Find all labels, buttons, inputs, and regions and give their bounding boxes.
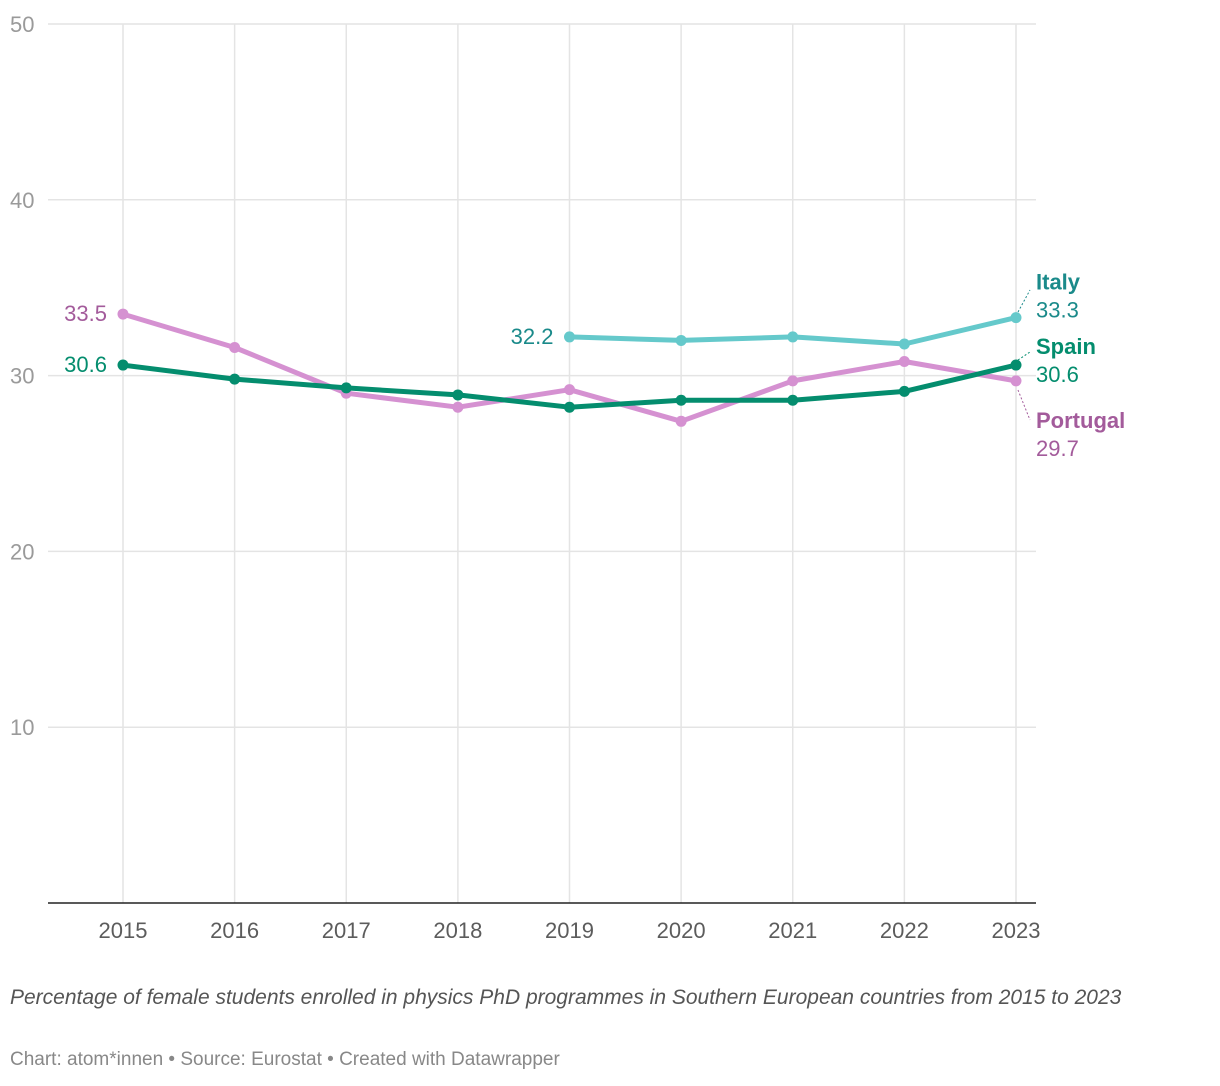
point-italy-2023 — [1010, 312, 1022, 324]
point-portugal-2022 — [898, 356, 910, 368]
point-spain-2018 — [452, 389, 464, 401]
start-label-portugal: 33.5 — [64, 301, 107, 326]
chart-caption: Percentage of female students enrolled i… — [10, 986, 1122, 1009]
x-tick-label-2019: 2019 — [545, 918, 594, 943]
series-name-label-italy: Italy — [1036, 270, 1081, 295]
point-spain-2021 — [787, 394, 799, 406]
line-chart: 10 20 30 40 50 2015 2016 2017 2018 2019 2020 2021 20… — [10, 12, 1125, 943]
y-tick-label-10: 10 — [10, 715, 34, 740]
point-portugal-2023 — [1010, 375, 1022, 387]
point-spain-2022 — [898, 385, 910, 397]
end-value-label-spain: 30.6 — [1036, 362, 1079, 387]
y-tick-label-20: 20 — [10, 539, 34, 564]
point-portugal-2018 — [452, 401, 464, 413]
y-tick-label-40: 40 — [10, 188, 34, 213]
x-tick-label-2018: 2018 — [433, 918, 482, 943]
point-spain-2015 — [117, 359, 129, 371]
x-tick-label-2017: 2017 — [322, 918, 371, 943]
start-label-spain: 30.6 — [64, 352, 107, 377]
x-tick-label-2022: 2022 — [880, 918, 929, 943]
x-tick-label-2015: 2015 — [99, 918, 148, 943]
leader-line-spain — [1017, 351, 1031, 361]
y-tick-label-30: 30 — [10, 364, 34, 389]
x-tick-label-2021: 2021 — [768, 918, 817, 943]
point-portugal-2019 — [564, 384, 575, 396]
x-tick-label-2016: 2016 — [210, 918, 259, 943]
point-portugal-2020 — [675, 415, 687, 427]
point-italy-2019 — [564, 331, 575, 343]
y-tick-label-50: 50 — [10, 12, 34, 37]
point-spain-2023 — [1010, 359, 1022, 371]
grid-layer: 10 20 30 40 50 2015 2016 2017 2018 2019 2020 2021 20… — [10, 12, 1040, 943]
leader-line-italy — [1017, 289, 1031, 313]
x-tick-label-2023: 2023 — [992, 918, 1041, 943]
chart-credit: Chart: atom*innen • Source: Eurostat • C… — [10, 1049, 560, 1070]
point-spain-2017 — [340, 382, 352, 394]
end-value-label-portugal: 29.7 — [1036, 436, 1079, 461]
point-portugal-2016 — [229, 341, 241, 353]
point-italy-2022 — [898, 338, 910, 350]
point-italy-2020 — [675, 334, 687, 346]
series-name-label-portugal: Portugal — [1036, 408, 1125, 433]
point-portugal-2015 — [117, 308, 129, 320]
series-layer — [117, 308, 1022, 427]
x-tick-label-2020: 2020 — [657, 918, 706, 943]
point-spain-2019 — [564, 401, 575, 413]
point-portugal-2021 — [787, 375, 799, 387]
point-italy-2021 — [787, 331, 799, 343]
label-layer: 33.5 Portugal 29.7 32.2 Italy 33.3 30.6 Spain 30… — [64, 270, 1125, 461]
leader-line-portugal — [1017, 389, 1031, 421]
point-spain-2020 — [675, 394, 687, 406]
end-value-label-italy: 33.3 — [1036, 298, 1079, 323]
series-name-label-spain: Spain — [1036, 334, 1096, 359]
point-spain-2016 — [229, 373, 241, 385]
start-label-italy: 32.2 — [511, 324, 554, 349]
